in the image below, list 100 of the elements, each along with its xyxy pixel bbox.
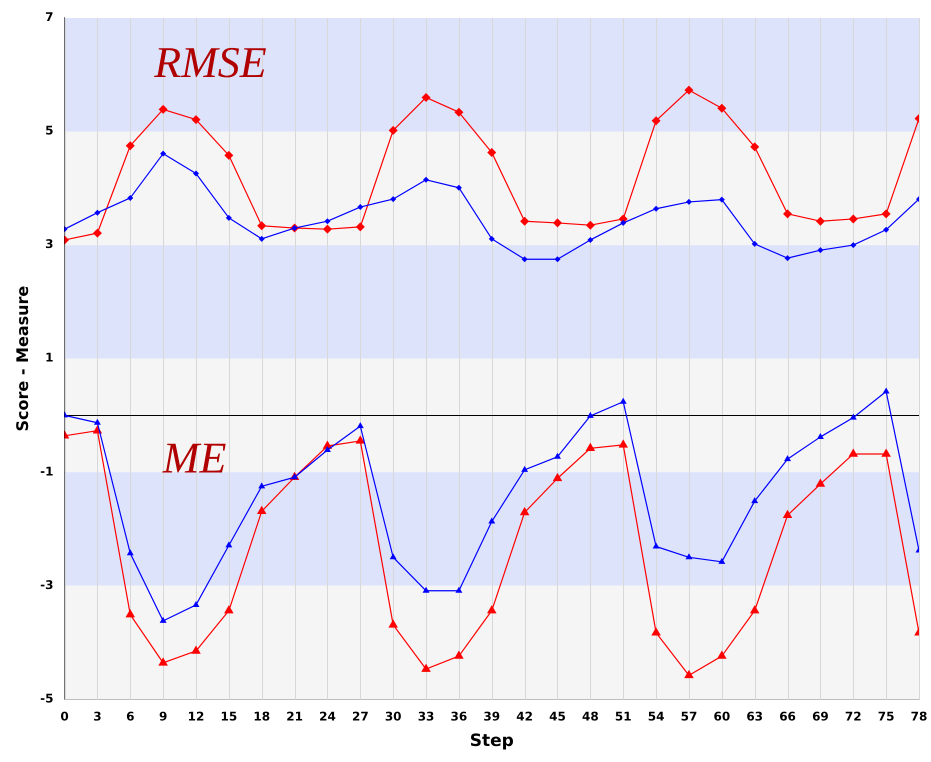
x-tick-label: 69: [812, 710, 829, 724]
x-tick-label: 54: [648, 710, 664, 724]
point: [258, 236, 265, 242]
point: [224, 150, 234, 160]
point: [816, 432, 824, 439]
point: [126, 141, 135, 150]
y-axis-title: Score - Measure: [12, 286, 32, 432]
x-tick-label: 60: [713, 710, 730, 724]
x-tick-label: 51: [614, 710, 632, 724]
point: [686, 198, 692, 205]
point: [191, 645, 201, 654]
y-tick-label: 7: [45, 10, 54, 24]
point: [652, 116, 661, 126]
x-tick-label: 45: [549, 710, 566, 724]
point: [127, 194, 134, 201]
point: [225, 541, 232, 548]
point: [554, 452, 561, 459]
point: [421, 664, 431, 672]
x-tick-label: 6: [126, 710, 134, 724]
y-tick-label: 5: [45, 124, 54, 138]
y-tick-label: 1: [45, 350, 54, 365]
point: [224, 605, 234, 614]
point: [356, 422, 364, 428]
point: [522, 256, 528, 262]
point: [257, 221, 266, 230]
x-tick-label: 78: [910, 710, 928, 724]
x-tick-label: 48: [582, 710, 599, 724]
x-tick-label: 24: [319, 710, 336, 724]
point: [618, 439, 628, 448]
x-tick-label: 66: [779, 710, 796, 724]
point: [422, 586, 430, 593]
x-tick-label: 42: [516, 710, 533, 724]
point: [388, 126, 398, 135]
point: [456, 184, 462, 191]
point: [520, 506, 530, 516]
x-axis-title: Step: [470, 731, 514, 752]
point: [258, 482, 266, 488]
x-tick-label: 3: [93, 710, 102, 724]
x-tick-label: 0: [60, 710, 69, 724]
point: [848, 214, 858, 224]
point: [750, 142, 760, 152]
point: [881, 448, 891, 457]
point: [160, 150, 166, 157]
x-tick-label: 9: [158, 710, 168, 724]
point: [94, 210, 100, 216]
point: [750, 605, 760, 614]
point: [454, 108, 464, 117]
x-tick-label: 27: [352, 710, 369, 724]
point: [192, 600, 200, 607]
point: [390, 196, 396, 202]
point: [816, 478, 826, 487]
point: [850, 414, 857, 420]
x-tick-label: 63: [746, 710, 764, 724]
x-tick-label: 15: [220, 710, 238, 724]
x-tick-label: 33: [418, 710, 434, 724]
point: [587, 236, 594, 243]
point: [356, 435, 366, 444]
point: [488, 518, 496, 524]
point: [586, 220, 595, 230]
point: [356, 222, 365, 232]
point: [586, 412, 594, 418]
point: [816, 216, 825, 226]
point: [422, 92, 431, 102]
point: [487, 605, 497, 614]
point: [718, 196, 725, 203]
point: [620, 220, 626, 226]
annotation: RMSE: [153, 38, 267, 88]
point: [388, 619, 398, 628]
point: [126, 549, 134, 556]
point: [651, 627, 661, 636]
point: [455, 586, 462, 593]
point: [324, 218, 330, 224]
x-tick-label: 12: [188, 710, 204, 724]
point: [158, 657, 168, 666]
point: [717, 104, 726, 113]
point: [784, 455, 792, 462]
y-tick-label: -3: [40, 578, 54, 592]
point: [520, 216, 530, 226]
point: [191, 115, 200, 124]
point: [751, 497, 758, 504]
point: [752, 240, 758, 247]
point: [324, 446, 331, 452]
point: [256, 506, 266, 514]
point: [848, 448, 858, 457]
x-tick-label: 18: [253, 710, 270, 724]
point: [552, 218, 562, 228]
point: [357, 204, 364, 210]
x-tick-label: 36: [450, 710, 468, 724]
y-tick-label: -1: [40, 464, 54, 478]
point: [817, 247, 824, 254]
point: [782, 510, 792, 518]
point: [620, 398, 627, 404]
point: [882, 209, 891, 218]
point: [94, 418, 101, 425]
annotation: ME: [162, 433, 226, 482]
point: [160, 616, 167, 623]
point: [717, 650, 727, 659]
point: [883, 226, 890, 233]
point: [423, 176, 430, 183]
point: [652, 542, 660, 548]
